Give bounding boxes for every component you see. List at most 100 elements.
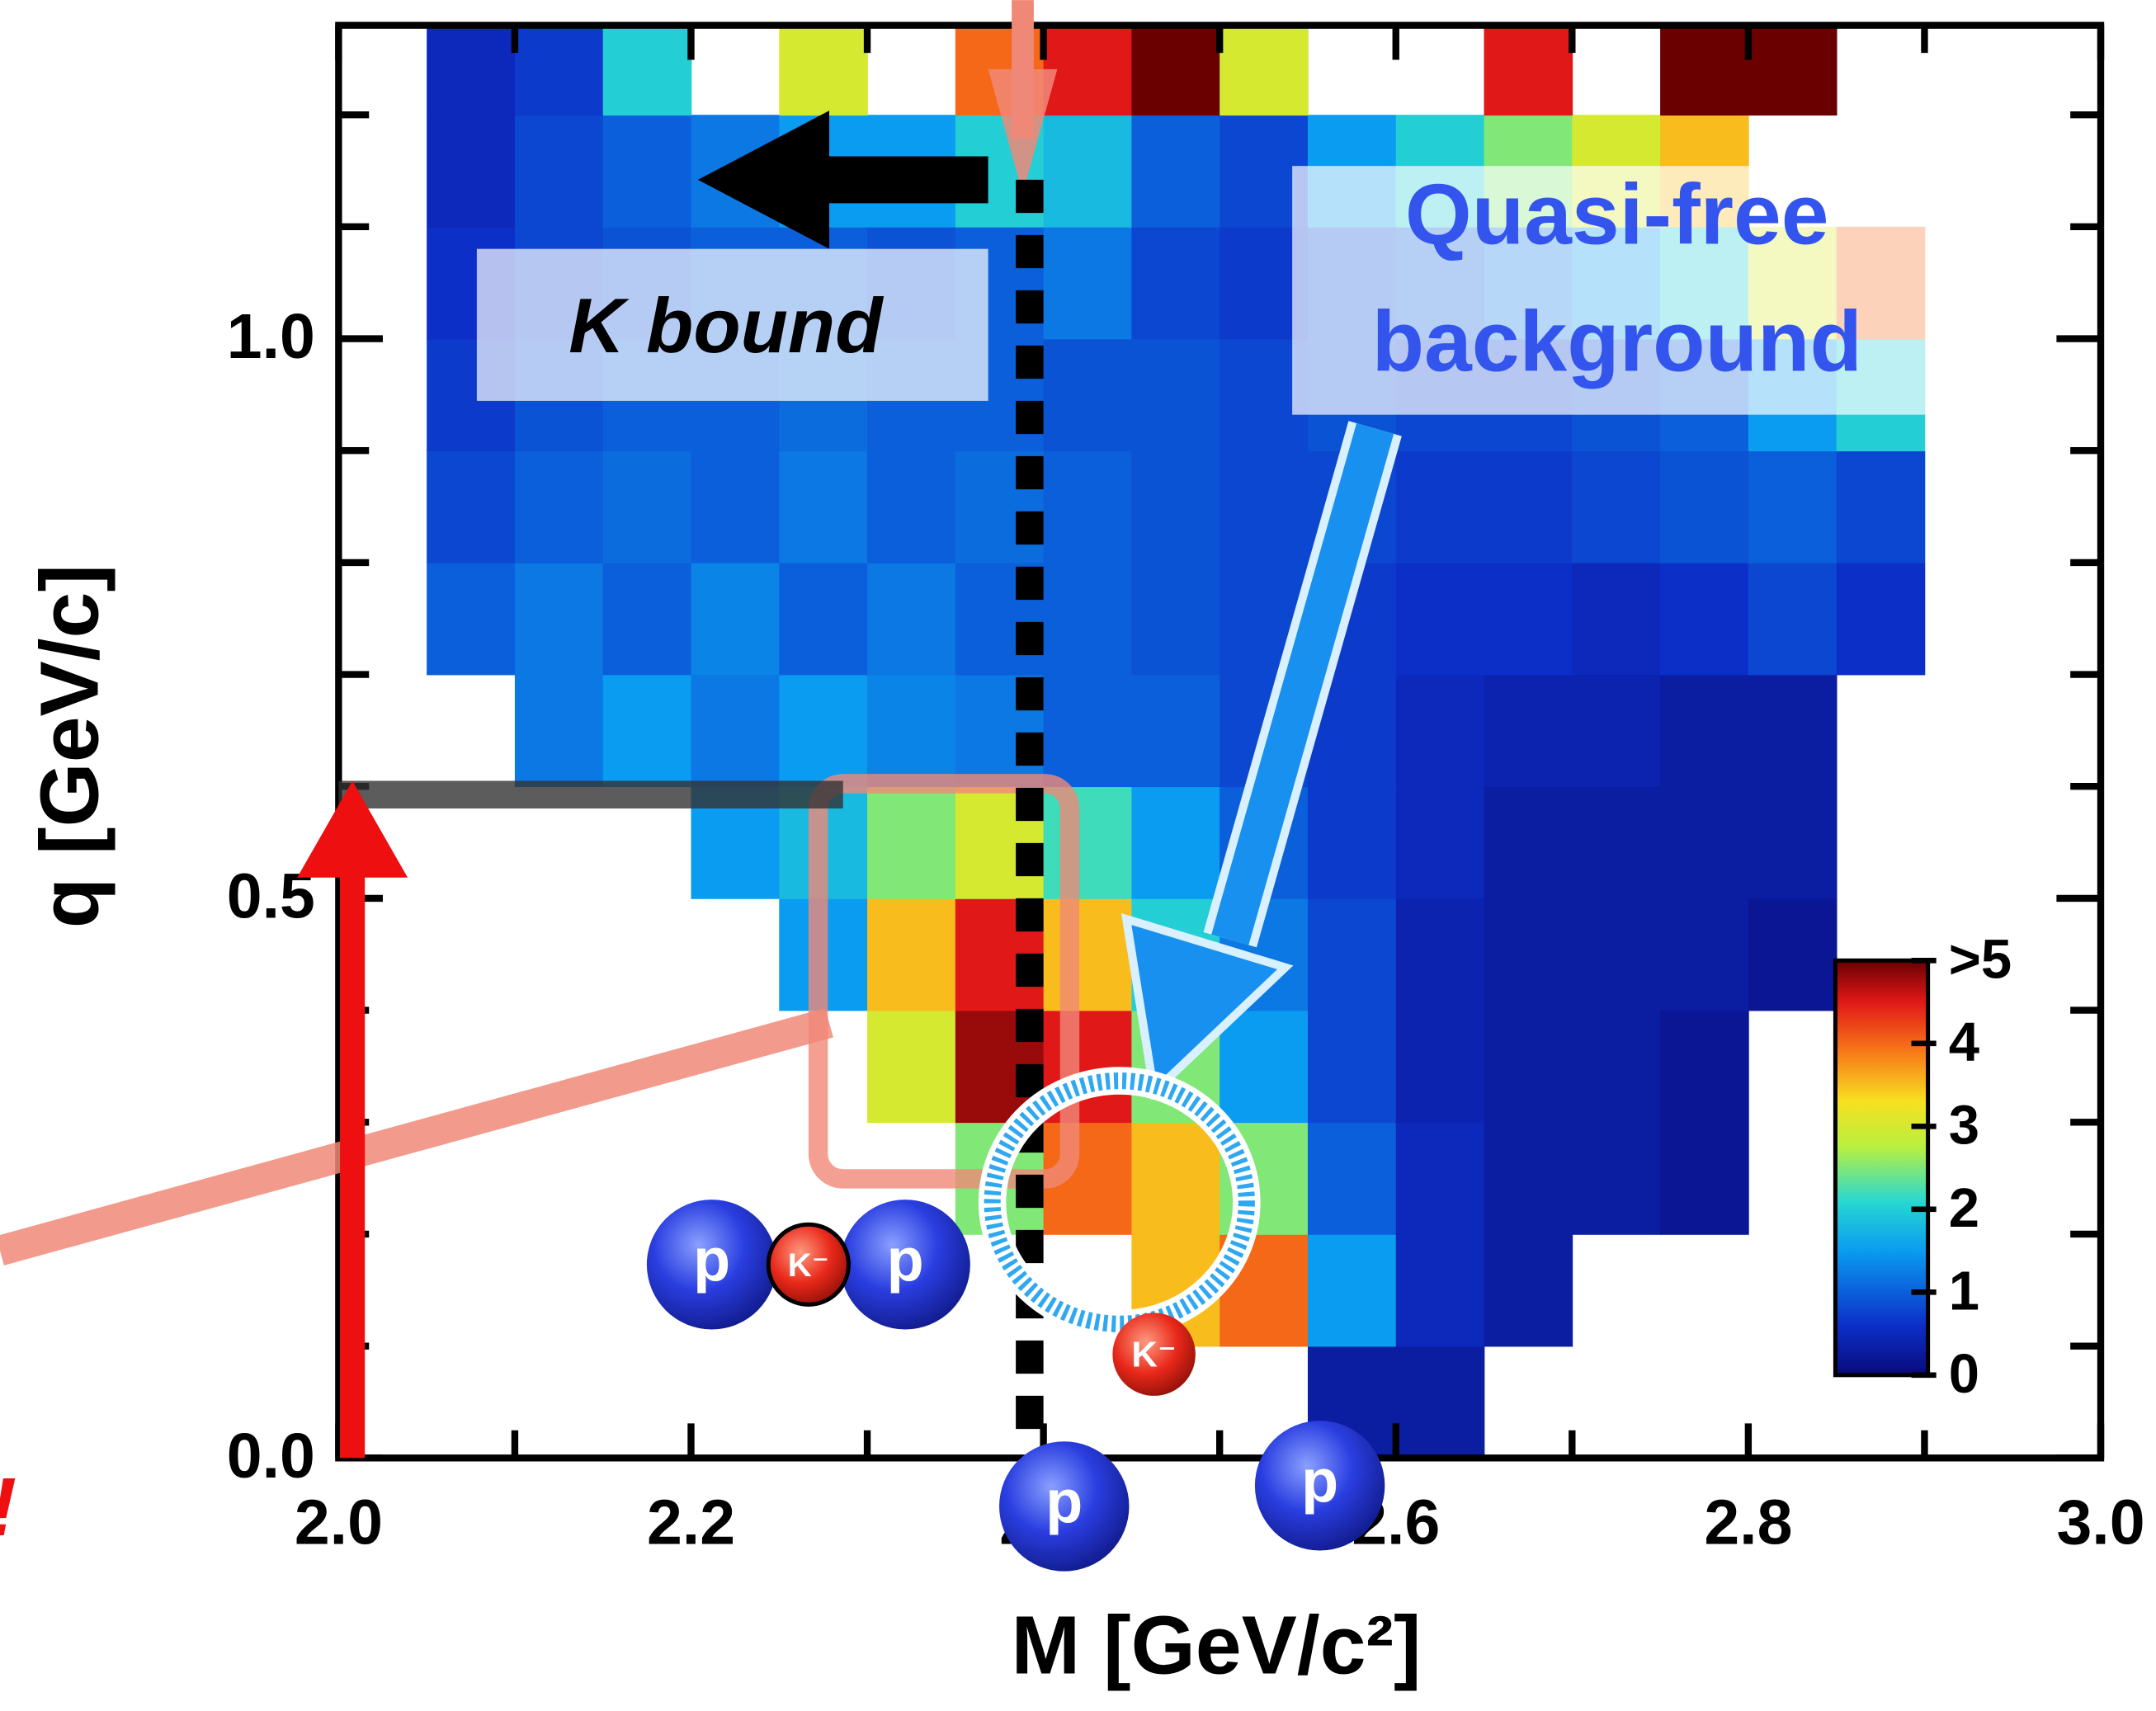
label-box: [1292, 166, 1942, 415]
proton: [1254, 1421, 1385, 1551]
heatmap-cell: [779, 25, 868, 116]
heatmap-cell: [691, 450, 781, 563]
heatmap-cell: [867, 786, 956, 899]
heatmap-cell: [1748, 450, 1838, 563]
heatmap-cell: [1043, 898, 1133, 1011]
heatmap-cell: [602, 115, 692, 228]
heatmap-cell: [1307, 898, 1397, 1011]
particle-label: p: [693, 1225, 730, 1294]
proton: [646, 1200, 777, 1330]
heatmap-cell: [1395, 450, 1485, 563]
kaon: [766, 1222, 851, 1307]
heatmap-cell: [1220, 25, 1309, 116]
heatmap-cell: [514, 450, 604, 563]
heatmap-cell: [1484, 1010, 1573, 1124]
heatmap-cell: [427, 450, 516, 563]
heatmap-cell: [1131, 450, 1221, 563]
heatmap-cell: [691, 674, 781, 788]
heatmap-cell: [1043, 338, 1133, 452]
x-tick-label: 2.8: [1704, 1487, 1792, 1558]
heatmap-cell: [1748, 898, 1838, 1011]
heatmap-cell: [1484, 786, 1573, 899]
heatmap-cell: [1131, 25, 1221, 116]
heatmap-cell: [779, 450, 868, 563]
x-tick-label: 2.0: [295, 1487, 383, 1558]
heatmap-cell: [1572, 786, 1661, 899]
heatmap-cell: [1131, 226, 1221, 340]
heatmap-cell: [1043, 674, 1133, 788]
x-tick-label: 3.0: [2056, 1487, 2144, 1558]
heatmap-cell: [427, 115, 516, 228]
label-box: [476, 248, 988, 401]
heatmap-cell: [867, 562, 956, 676]
x-axis-label: M [GeV/c²]: [1012, 1599, 1422, 1691]
heatmap-cell: [1220, 450, 1309, 563]
particle-label: K⁻: [1131, 1336, 1176, 1375]
heatmap-cell: [514, 25, 604, 116]
colorbar: 0 1 2 3 4 >5: [1833, 928, 2012, 1405]
annotation: K bound: [568, 282, 884, 369]
heatmap-cell: [867, 450, 956, 563]
heatmap-cell: [514, 562, 604, 676]
pink-arrow-head: [988, 68, 1058, 194]
heatmap-cell: [1572, 562, 1661, 676]
heatmap-cell: [1748, 25, 1838, 116]
heatmap-cell: [1395, 1346, 1485, 1459]
heatmap-cell: [1484, 1233, 1573, 1347]
heatmap-cell: [514, 674, 604, 788]
heatmap-cell: [1572, 1122, 1661, 1235]
heatmap-cell: [1660, 562, 1749, 676]
heatmap-cell: [1131, 338, 1221, 452]
heatmap-cell: [1043, 25, 1133, 116]
heatmap-cell: [779, 674, 868, 788]
heatmap-cell: [1131, 786, 1221, 899]
colorbar-tick-label: 1: [1949, 1260, 1979, 1322]
heatmap-cell: [1131, 115, 1221, 228]
heatmap-cell: [779, 562, 868, 676]
heatmap-cell: [1395, 1010, 1485, 1124]
heatmap-cell: [1484, 674, 1573, 788]
particle-label: p: [1301, 1446, 1338, 1515]
black-arrow-head: [697, 111, 829, 249]
y-tick-label: 0.0: [227, 1421, 315, 1492]
heatmap-cell: [1484, 25, 1573, 116]
pink-band: [0, 1007, 833, 1266]
heatmap-cell: [1220, 1010, 1309, 1124]
heatmap-cell: [1748, 786, 1838, 899]
heatmap-cell: [1660, 786, 1749, 899]
heatmap-cell: [427, 25, 516, 116]
annotation: !: [0, 1461, 17, 1553]
heatmap-cell: [1043, 562, 1133, 676]
colorbar-tick-label: 3: [1949, 1094, 1979, 1156]
heatmap-cell: [1836, 562, 1926, 676]
heatmap-cell: [867, 1010, 956, 1124]
ring: [984, 1072, 1255, 1332]
blue-arrow-head: [1120, 912, 1294, 1101]
heatmap-cell: [1131, 562, 1221, 676]
heatmap-cell: [1572, 674, 1661, 788]
colorbar-body: [1833, 958, 1931, 1378]
blue-arrow: [1211, 423, 1394, 945]
heatmap-cell: [1660, 1122, 1749, 1235]
heatmap-cell: [867, 674, 956, 788]
heatmap-cell: [1660, 674, 1749, 788]
y-axis-label: q [GeV/c]: [24, 564, 116, 928]
heatmap-cell: [1307, 1010, 1397, 1124]
heatmap-cell: [1043, 450, 1133, 563]
heatmap-cell: [1307, 1233, 1397, 1347]
heatmap-cell: [691, 562, 781, 676]
heatmap-cell: [1307, 1122, 1397, 1235]
heatmap-cell: [514, 115, 604, 228]
heatmap-cell: [1395, 786, 1485, 899]
red-arrow-head: [297, 780, 408, 878]
heatmap-cell: [1572, 898, 1661, 1011]
heatmap-cell: [1836, 450, 1926, 563]
heatmap-cell: [1131, 1122, 1221, 1235]
pink-box: [808, 774, 1080, 1189]
y-tick-label: 1.0: [227, 301, 315, 372]
heatmap-cell: [602, 25, 692, 116]
particle-label: K⁻: [788, 1247, 829, 1284]
heatmap-cell: [1748, 562, 1838, 676]
